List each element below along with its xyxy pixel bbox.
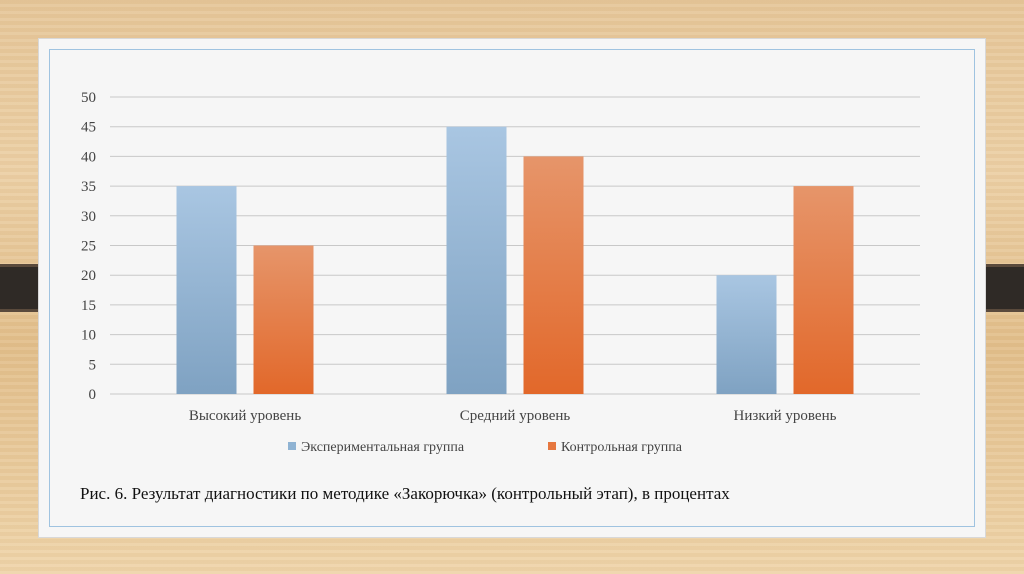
grid-lines: [110, 96, 920, 395]
legend-label: Экспериментальная группа: [301, 440, 465, 455]
slide-frame: [49, 49, 975, 527]
y-tick-label: 5: [89, 357, 97, 373]
y-tick-label: 0: [89, 387, 97, 403]
legend-label: Контрольная группа: [561, 440, 683, 455]
y-tick-label: 35: [81, 179, 96, 195]
legend: Экспериментальная группа Контрольная груп…: [288, 440, 683, 455]
bar: [716, 275, 777, 394]
bar: [176, 186, 237, 394]
x-tick-label: Высокий уровень: [189, 408, 302, 424]
x-tick-label: Низкий уровень: [734, 408, 837, 424]
bar: [793, 186, 854, 394]
y-tick-label: 45: [81, 120, 96, 136]
figure-caption: Рис. 6. Результат диагностики по методик…: [80, 484, 730, 503]
x-tick-label: Средний уровень: [460, 408, 571, 424]
legend-swatch: [288, 442, 296, 450]
y-tick-label: 30: [81, 209, 96, 225]
bar: [446, 126, 507, 394]
bar: [253, 245, 314, 394]
y-tick-label: 15: [81, 298, 96, 314]
y-tick-label: 40: [81, 149, 96, 165]
y-tick-label: 20: [81, 268, 96, 284]
legend-swatch: [548, 442, 556, 450]
y-tick-label: 10: [81, 328, 96, 344]
x-axis-labels: Высокий уровень Средний уровень Низкий уро…: [189, 408, 837, 424]
y-axis-ticks: 0 5 10 15 20 25 30 35 40 45 50: [81, 90, 96, 403]
y-tick-label: 50: [81, 90, 96, 106]
bar: [523, 156, 584, 394]
y-tick-label: 25: [81, 239, 96, 255]
bars: [176, 126, 854, 394]
